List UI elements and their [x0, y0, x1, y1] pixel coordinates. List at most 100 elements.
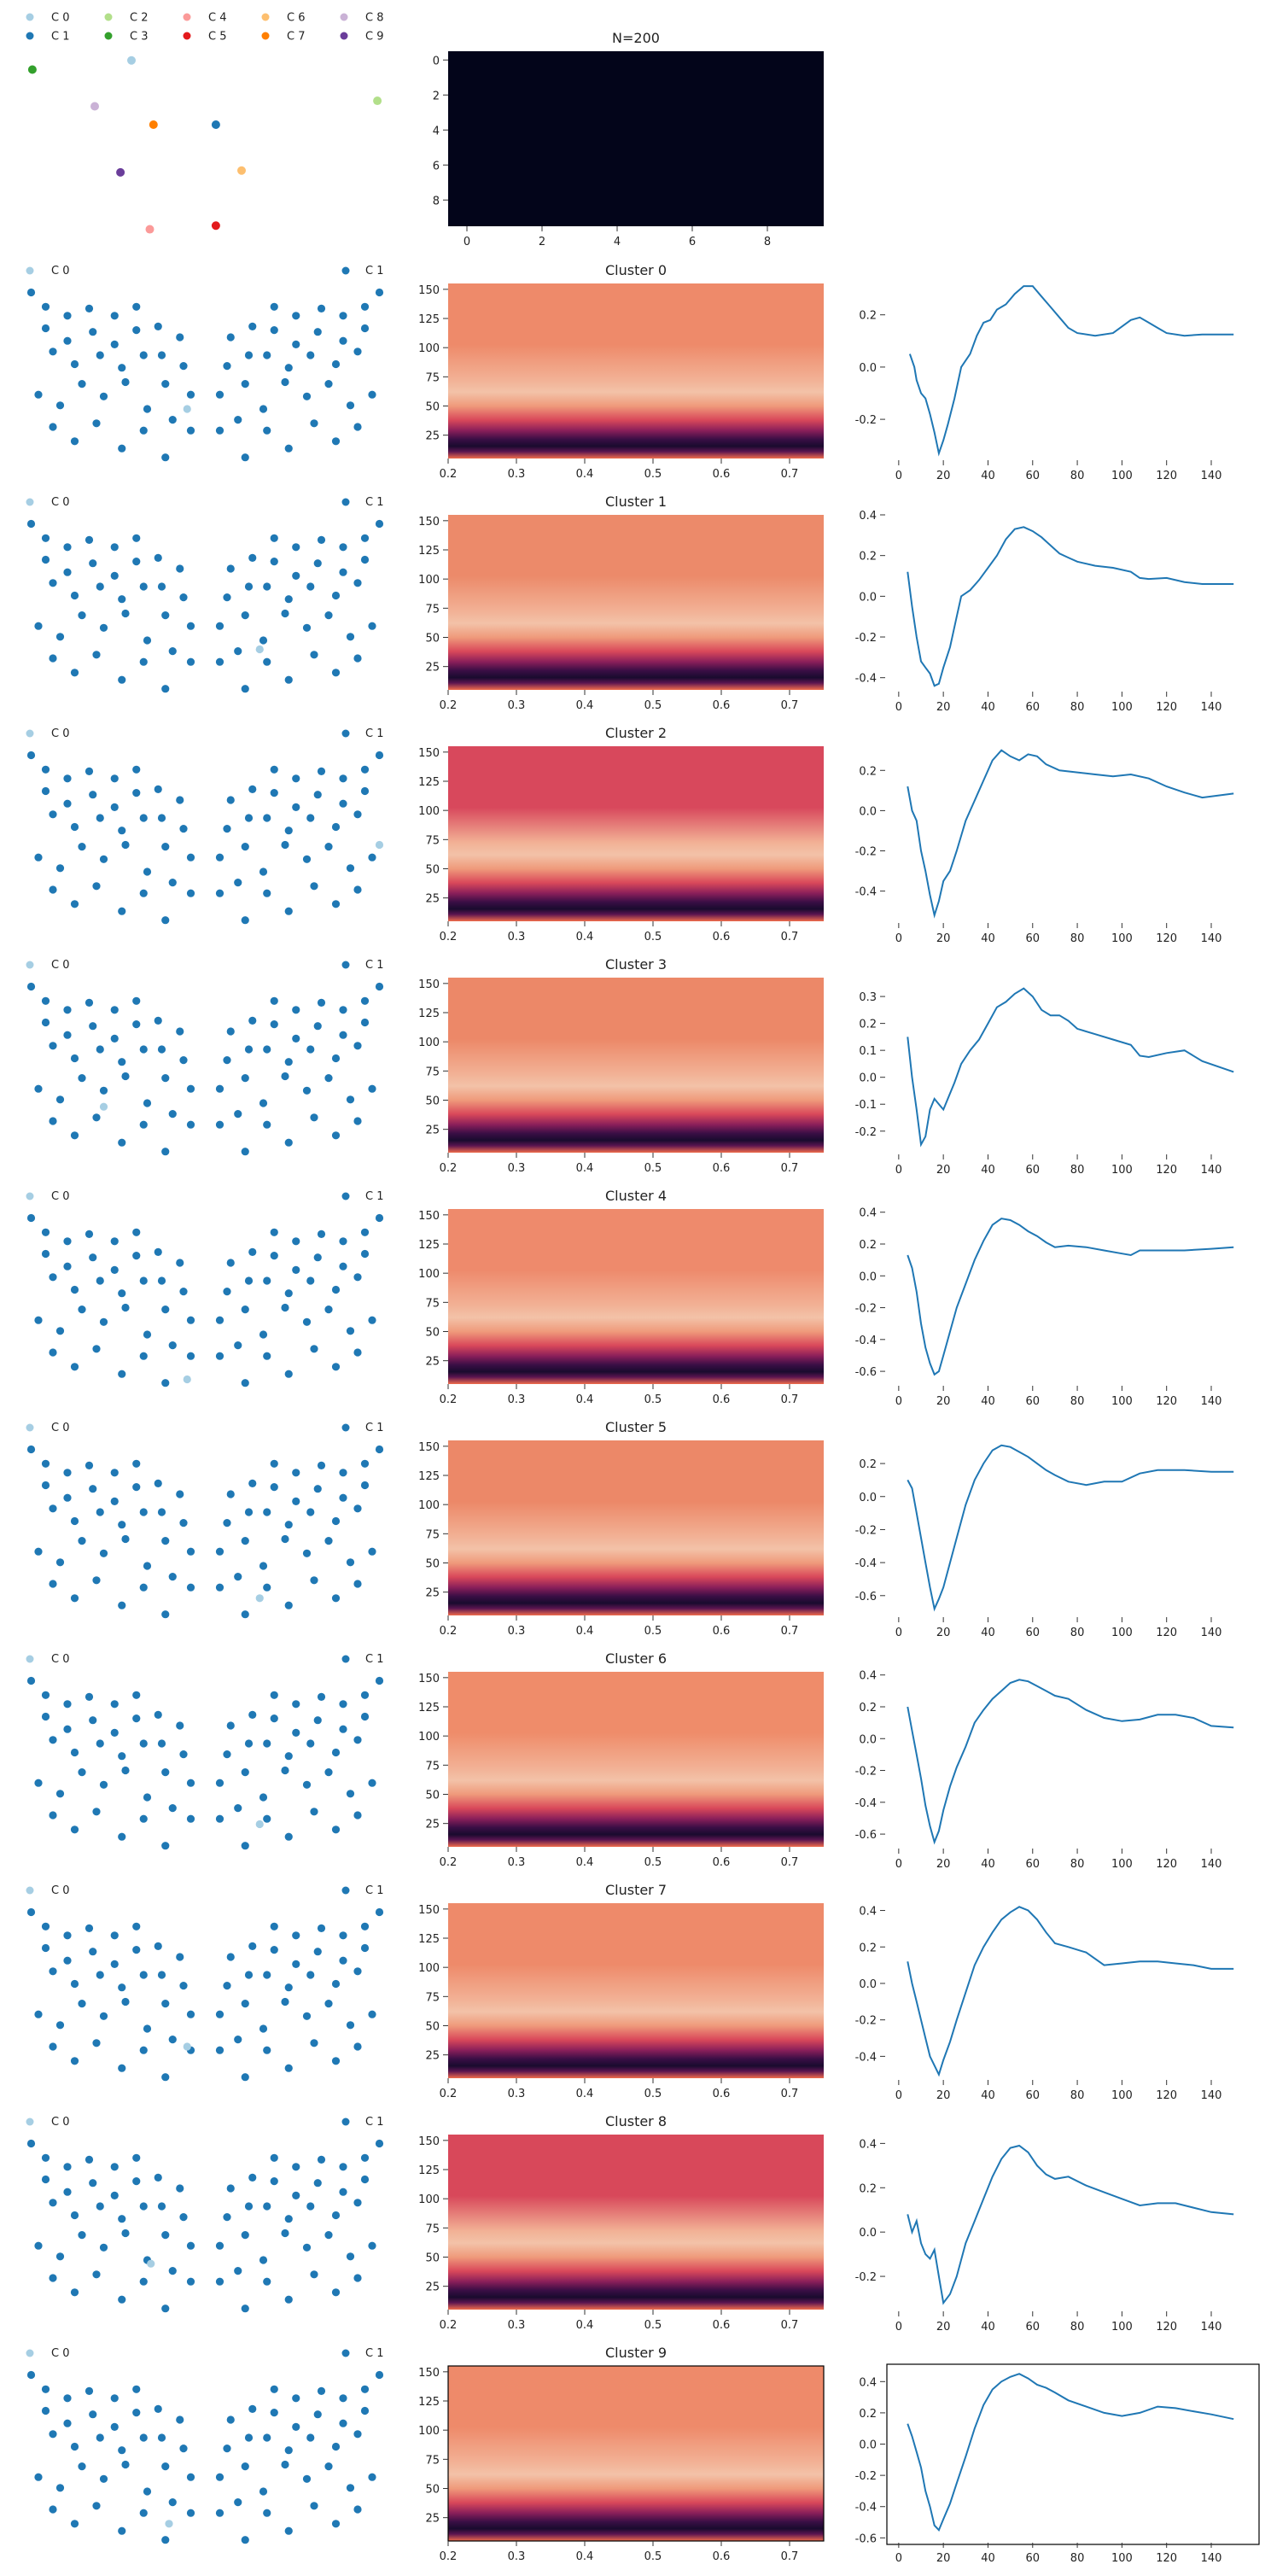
electrode-point [353, 2430, 362, 2439]
electrode-point [317, 767, 326, 776]
legend-label: C 0 [51, 1653, 69, 1666]
y-tick-label: 75 [425, 2223, 440, 2235]
electrode-point [368, 390, 376, 399]
x-tick-label: 0 [895, 2089, 902, 2102]
electrode-point [110, 1728, 119, 1737]
legend-marker [341, 1423, 350, 1432]
electrode-point [306, 582, 315, 591]
electrode-point [292, 1497, 300, 1505]
electrode-point [360, 786, 370, 796]
electrode-point [143, 867, 152, 876]
electrode-point [118, 364, 126, 372]
electrode-point [292, 1700, 300, 1709]
y-tick-label: 100 [418, 1268, 440, 1281]
legend-marker [183, 13, 191, 21]
x-tick-label: 20 [936, 932, 951, 945]
electrode-point [215, 390, 224, 399]
legend-marker [26, 2349, 34, 2357]
electrode-point [143, 2487, 152, 2496]
x-tick-label: 0.4 [576, 2550, 594, 2563]
cluster-row: C 0 C 1 Cluster 9 0.2 0.3 0.4 0.5 0.6 0.7 150 125 1… [26, 2345, 1260, 2565]
x-tick-label: 0.3 [508, 2550, 526, 2563]
electrode-point [234, 1341, 242, 1350]
electrode-point [368, 1547, 376, 1556]
legend-marker [26, 13, 34, 21]
electrode-point [263, 1276, 271, 1285]
y-tick-label: 25 [425, 430, 440, 443]
electrode-point [118, 1521, 126, 1529]
electrode-point [360, 302, 370, 311]
electrode-point [331, 900, 341, 908]
electrode-point [292, 312, 300, 320]
x-tick-label: 0.6 [713, 1162, 731, 1175]
electrode-point [270, 534, 278, 542]
electrode-point [99, 2012, 108, 2020]
electrode-point [154, 553, 162, 563]
electrode-point [292, 2394, 300, 2403]
y-tick-label: 125 [418, 776, 440, 789]
y-tick-label: 0.2 [859, 765, 877, 778]
electrode-point [313, 1948, 322, 1956]
y-tick-label: 125 [418, 545, 440, 558]
x-tick-label: 40 [981, 932, 995, 945]
electrode-point [284, 1752, 293, 1761]
electrode-point [284, 1832, 293, 1841]
electrode-point [223, 2213, 231, 2222]
electrode-point [139, 2202, 148, 2211]
electrode-point [317, 2155, 326, 2164]
x-tick-label: 60 [1025, 932, 1040, 945]
electrode-point [310, 1576, 318, 1585]
legend-label: C 0 [51, 2116, 69, 2129]
electrode-point [215, 2241, 224, 2250]
electrode-point [186, 1084, 195, 1093]
electrode-point [346, 633, 355, 641]
electrode-point [234, 1110, 242, 1119]
electrode-point [168, 2498, 177, 2507]
electrode-point [360, 2175, 370, 2184]
electrode-point [26, 519, 36, 529]
x-tick-label: 60 [1025, 2089, 1040, 2102]
electrode-point [89, 2179, 97, 2188]
electrode-point [324, 2231, 333, 2240]
electrode-point [41, 2175, 50, 2184]
electrode-point [70, 1825, 79, 1834]
electrode-point [368, 1779, 376, 1787]
electrode-point [375, 751, 384, 760]
electrode-point [270, 558, 278, 566]
electrode-point [85, 535, 94, 545]
electrode-point [248, 1247, 257, 1256]
electrode-point [263, 814, 271, 822]
electrode-point [263, 426, 271, 435]
x-tick-label: 80 [1070, 1164, 1085, 1177]
x-tick-label: 0.5 [644, 2550, 662, 2563]
y-tick-label: -0.4 [855, 1797, 877, 1810]
electrode-point [270, 2153, 278, 2162]
electrode-point [139, 1508, 148, 1516]
electrode-point [63, 1956, 72, 1965]
electrode-point [161, 1074, 170, 1083]
electrode-point [292, 543, 300, 552]
x-tick-label: 0.7 [781, 2319, 799, 2332]
electrode-point [215, 1814, 224, 1823]
electrode-point [223, 2445, 231, 2453]
electrode-point [78, 380, 86, 388]
electrode-point [176, 2184, 184, 2193]
electrode-point [118, 1752, 126, 1761]
electrode-point [110, 571, 119, 581]
electrode-point [161, 2231, 170, 2240]
electrode-point [70, 1748, 79, 1757]
x-tick-label: 0.7 [781, 1393, 799, 1406]
electrode-point [324, 1768, 333, 1777]
electrode-point [176, 1490, 184, 1498]
electrode-point [313, 1253, 322, 1262]
y-tick-label: -0.2 [855, 2271, 877, 2284]
electrode-point [339, 312, 347, 320]
electrode-point [226, 564, 235, 573]
electrode-point [179, 2445, 188, 2453]
electrode-point [55, 2484, 65, 2492]
electrode-point [360, 765, 370, 774]
electrode-point [331, 2057, 341, 2065]
electrode-point [270, 1691, 278, 1699]
electrode-point [353, 1580, 362, 1588]
x-tick-label: 0.2 [440, 931, 458, 943]
